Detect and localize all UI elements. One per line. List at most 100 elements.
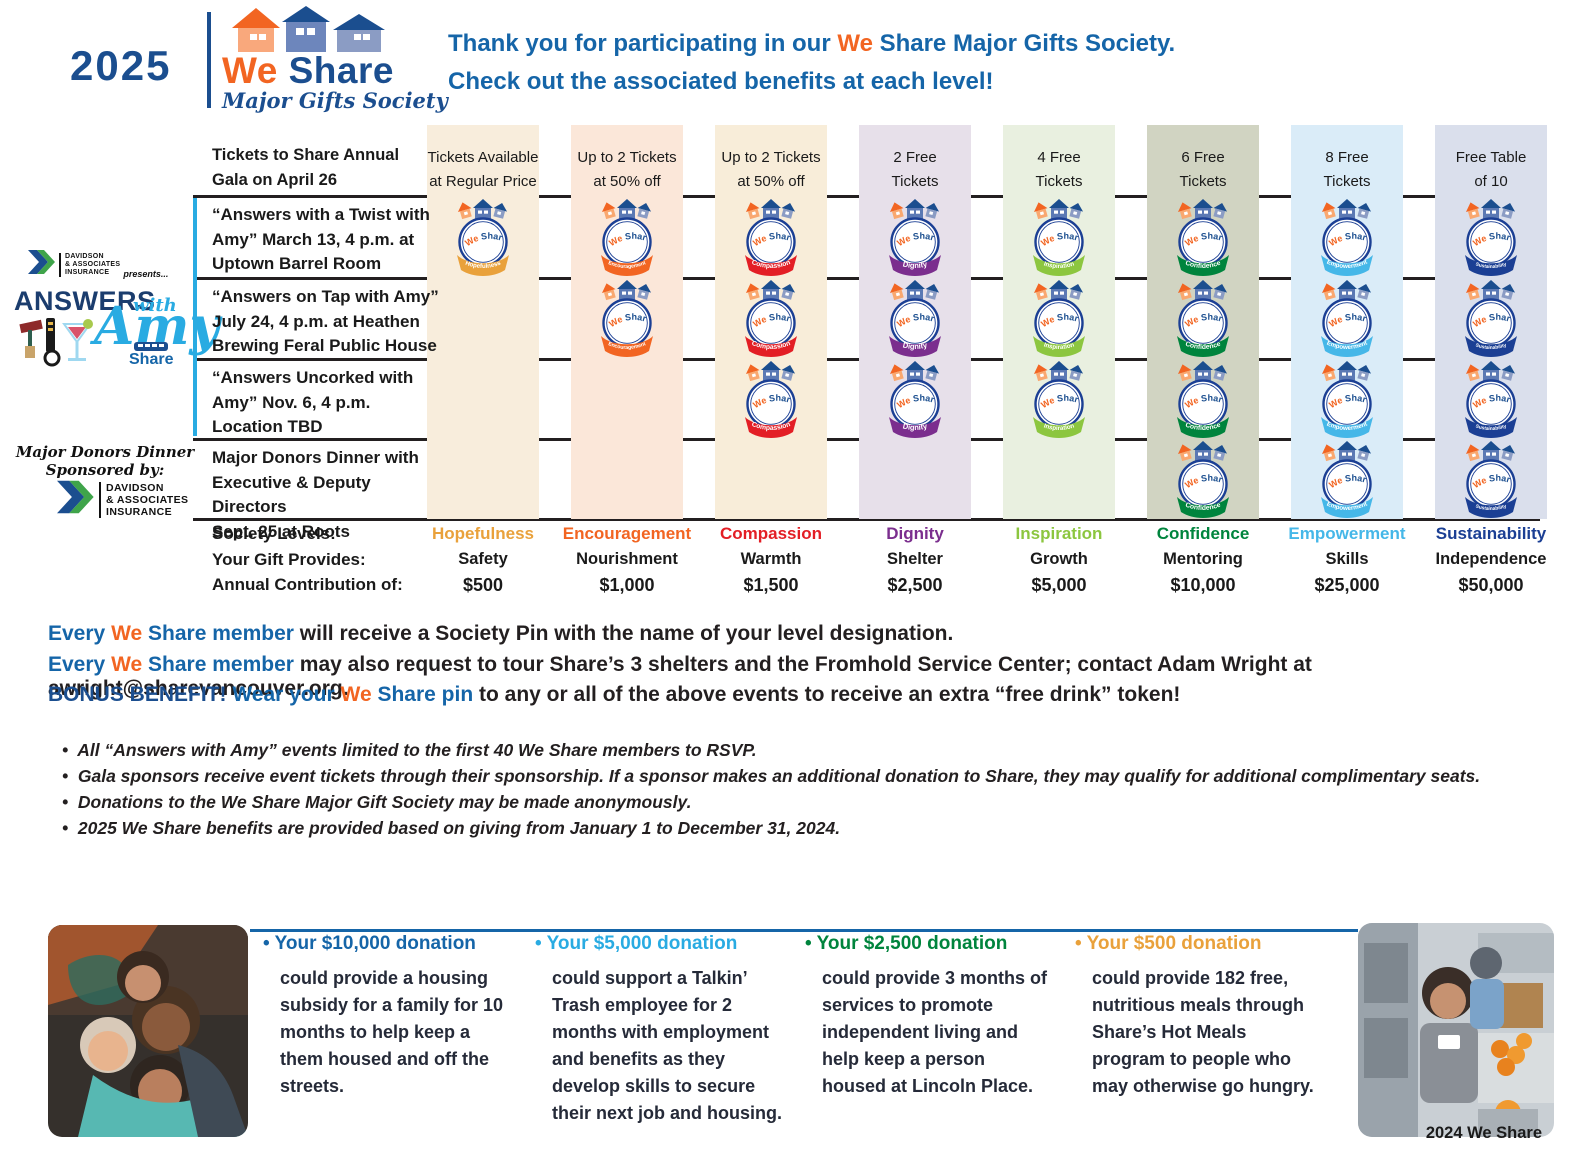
gala-row-label: Tickets to Share Annual Gala on April 26 [212, 146, 400, 189]
wordmark-share: Share [288, 50, 394, 91]
society-level-provides: Mentoring [1163, 550, 1243, 568]
pin-lv => lvhopefulness: We Share Hopefulness [448, 190, 515, 276]
presents-label: presents... [123, 269, 169, 279]
bullet-icon: • [1075, 933, 1082, 954]
pin-lv => lvsustainability: We Share Sustainability [1456, 190, 1523, 276]
pin-lv => lvconfidence: We Share Confidence [1168, 352, 1235, 438]
weshare-pin-icon: We Share Dignity [880, 352, 941, 438]
svg-text:Dignity: Dignity [902, 421, 929, 432]
society-level-name: Compassion [719, 524, 823, 543]
benefit-header: 8 Free Tickets [1323, 149, 1371, 190]
davidson-name: DAVIDSON & ASSOCIATES INSURANCE [59, 252, 120, 277]
pin-lv => lvempowerment: We Share Empowerment [1312, 432, 1379, 518]
weshare-pin-icon: We Share Inspiration [1024, 271, 1085, 357]
weshare-houses-icon [230, 6, 395, 57]
weshare-pin-icon: We Share Empowerment [1312, 432, 1373, 518]
svg-text:Hopefulness: Hopefulness [464, 259, 502, 270]
weshare-pin-icon: We Share Empowerment [1312, 190, 1373, 276]
weshare-pin-icon: We Share Confidence [1168, 432, 1229, 518]
davidson-chevron-icon [28, 250, 56, 279]
society-level-provides: Growth [1030, 550, 1088, 568]
answers-share-text: Share [129, 351, 174, 368]
society-level-name: Hopefulness [431, 524, 535, 543]
society-level-provides: Nourishment [576, 550, 678, 568]
svg-text:Inspiration: Inspiration [1043, 341, 1075, 351]
pin-lv => lvconfidence: We Share Confidence [1168, 432, 1235, 518]
pin-lv => lvsustainability: We Share Sustainability [1456, 352, 1523, 438]
pin-lv => lvencouragement: We Share Encouragement [592, 190, 659, 276]
pin-lv => lvcompassion: We Share Compassion [736, 352, 803, 438]
header-divider [207, 12, 211, 108]
society-level-amount: $1,500 [743, 575, 799, 595]
event-row-label: “Answers on Tap with Amy” July 24, 4 p.m… [212, 287, 439, 355]
bullet-icon: • [62, 740, 69, 760]
svg-text:Sustainability: Sustainability [1475, 261, 1508, 270]
weshare-pin-icon: We Share Hopefulness [448, 190, 509, 276]
svg-text:Confidence: Confidence [1184, 502, 1222, 512]
share-bus-icon [133, 340, 169, 358]
society-level-amount: $2,500 [887, 575, 943, 595]
bullet-icon: • [62, 792, 69, 812]
weshare-pin-icon: We Share Compassion [736, 271, 797, 357]
society-level-amount: $5,000 [1031, 575, 1087, 595]
credit-label: 2024 We Share [1425, 1124, 1542, 1142]
svg-text:Dignity: Dignity [902, 340, 929, 351]
society-level-provides: Shelter [887, 550, 943, 568]
svg-text:Empowerment: Empowerment [1326, 421, 1369, 432]
pin-lv => lvencouragement: We Share Encouragement [592, 271, 659, 357]
society-level-amount: $50,000 [1458, 575, 1524, 595]
society-level-name: Encouragement [562, 524, 692, 543]
weshare-pin-icon: We Share Sustainability [1456, 432, 1517, 518]
impact-body: could provide a housing subsidy for a fa… [280, 968, 504, 1096]
impact-heading: • Your $5,000 donation [535, 933, 738, 954]
weshare-pin-icon: We Share Sustainability [1456, 190, 1517, 276]
society-level-amount: $500 [462, 575, 504, 595]
davidson-chevron-icon [57, 480, 95, 519]
impact-column: • Your $10,000 donation could provide a h… [263, 933, 511, 1100]
impact-body: could support a Talkin’ Trash employee f… [552, 968, 783, 1123]
pin-lv => lvinspiration: We Share Inspiration [1024, 190, 1091, 276]
weshare-pin-icon: We Share Encouragement [592, 190, 653, 276]
impact-body: could provide 182 free, nutritious meals… [1092, 968, 1314, 1096]
impact-column: • Your $5,000 donation could support a Ta… [535, 933, 783, 1127]
svg-text:Empowerment: Empowerment [1326, 340, 1369, 351]
note-item: • Donations to the We Share Major Gift S… [62, 792, 692, 812]
weshare-pin-icon: We Share Sustainability [1456, 271, 1517, 357]
svg-text:Confidence: Confidence [1184, 422, 1222, 432]
thanks-line-2: Check out the associated benefits at eac… [448, 68, 994, 95]
answers-logo-text: ANSWERS [14, 286, 156, 316]
svg-text:Compassion: Compassion [751, 259, 792, 270]
weshare-pin-icon: We Share Compassion [736, 352, 797, 438]
svg-text:Empowerment: Empowerment [1326, 259, 1369, 270]
weshare-pin-icon: We Share Dignity [880, 190, 941, 276]
level-band-hopefulness [427, 125, 539, 519]
dinner-sponsor-line1: Major Donors Dinner [15, 443, 195, 461]
pin-lv => lvconfidence: We Share Confidence [1168, 190, 1235, 276]
weshare-pin-icon: We Share Confidence [1168, 190, 1229, 276]
pin-lv => lvempowerment: We Share Empowerment [1312, 352, 1379, 438]
svg-text:Empowerment: Empowerment [1326, 501, 1369, 512]
pin-lv => lvsustainability: We Share Sustainability [1456, 432, 1523, 518]
davidson-presents-logo: DAVIDSON & ASSOCIATES INSURANCE presents… [28, 250, 168, 279]
events-accent-bar [193, 198, 197, 436]
weshare-pin-icon: We Share Sustainability [1456, 352, 1517, 438]
impact-heading: • Your $2,500 donation [805, 933, 1008, 954]
bullet-icon: • [62, 818, 69, 838]
svg-text:Compassion: Compassion [751, 421, 792, 432]
note-item: • 2025 We Share benefits are provided ba… [62, 818, 841, 838]
row-divider [193, 518, 1540, 521]
svg-text:Encouragement: Encouragement [607, 260, 647, 270]
davidson-name: DAVIDSON & ASSOCIATES INSURANCE [99, 481, 188, 518]
society-level-name: Empowerment [1288, 524, 1406, 543]
weshare-pin-icon: We Share Compassion [736, 190, 797, 276]
pin-lv => lvdignity: We Share Dignity [880, 271, 947, 357]
impact-column: • Your $500 donation could provide 182 fr… [1075, 933, 1323, 1100]
svg-text:Confidence: Confidence [1184, 260, 1222, 270]
society-level-provides: Independence [1435, 550, 1547, 568]
svg-text:Sustainability: Sustainability [1475, 342, 1508, 351]
society-level-name: Inspiration [1015, 524, 1103, 543]
event-row-label: Major Donors Dinner with Executive & Dep… [212, 448, 419, 541]
wordmark-we: We [222, 50, 278, 91]
benefit-header: Up to 2 Tickets at 50% off [577, 149, 677, 190]
society-level-provides: Skills [1325, 550, 1369, 568]
